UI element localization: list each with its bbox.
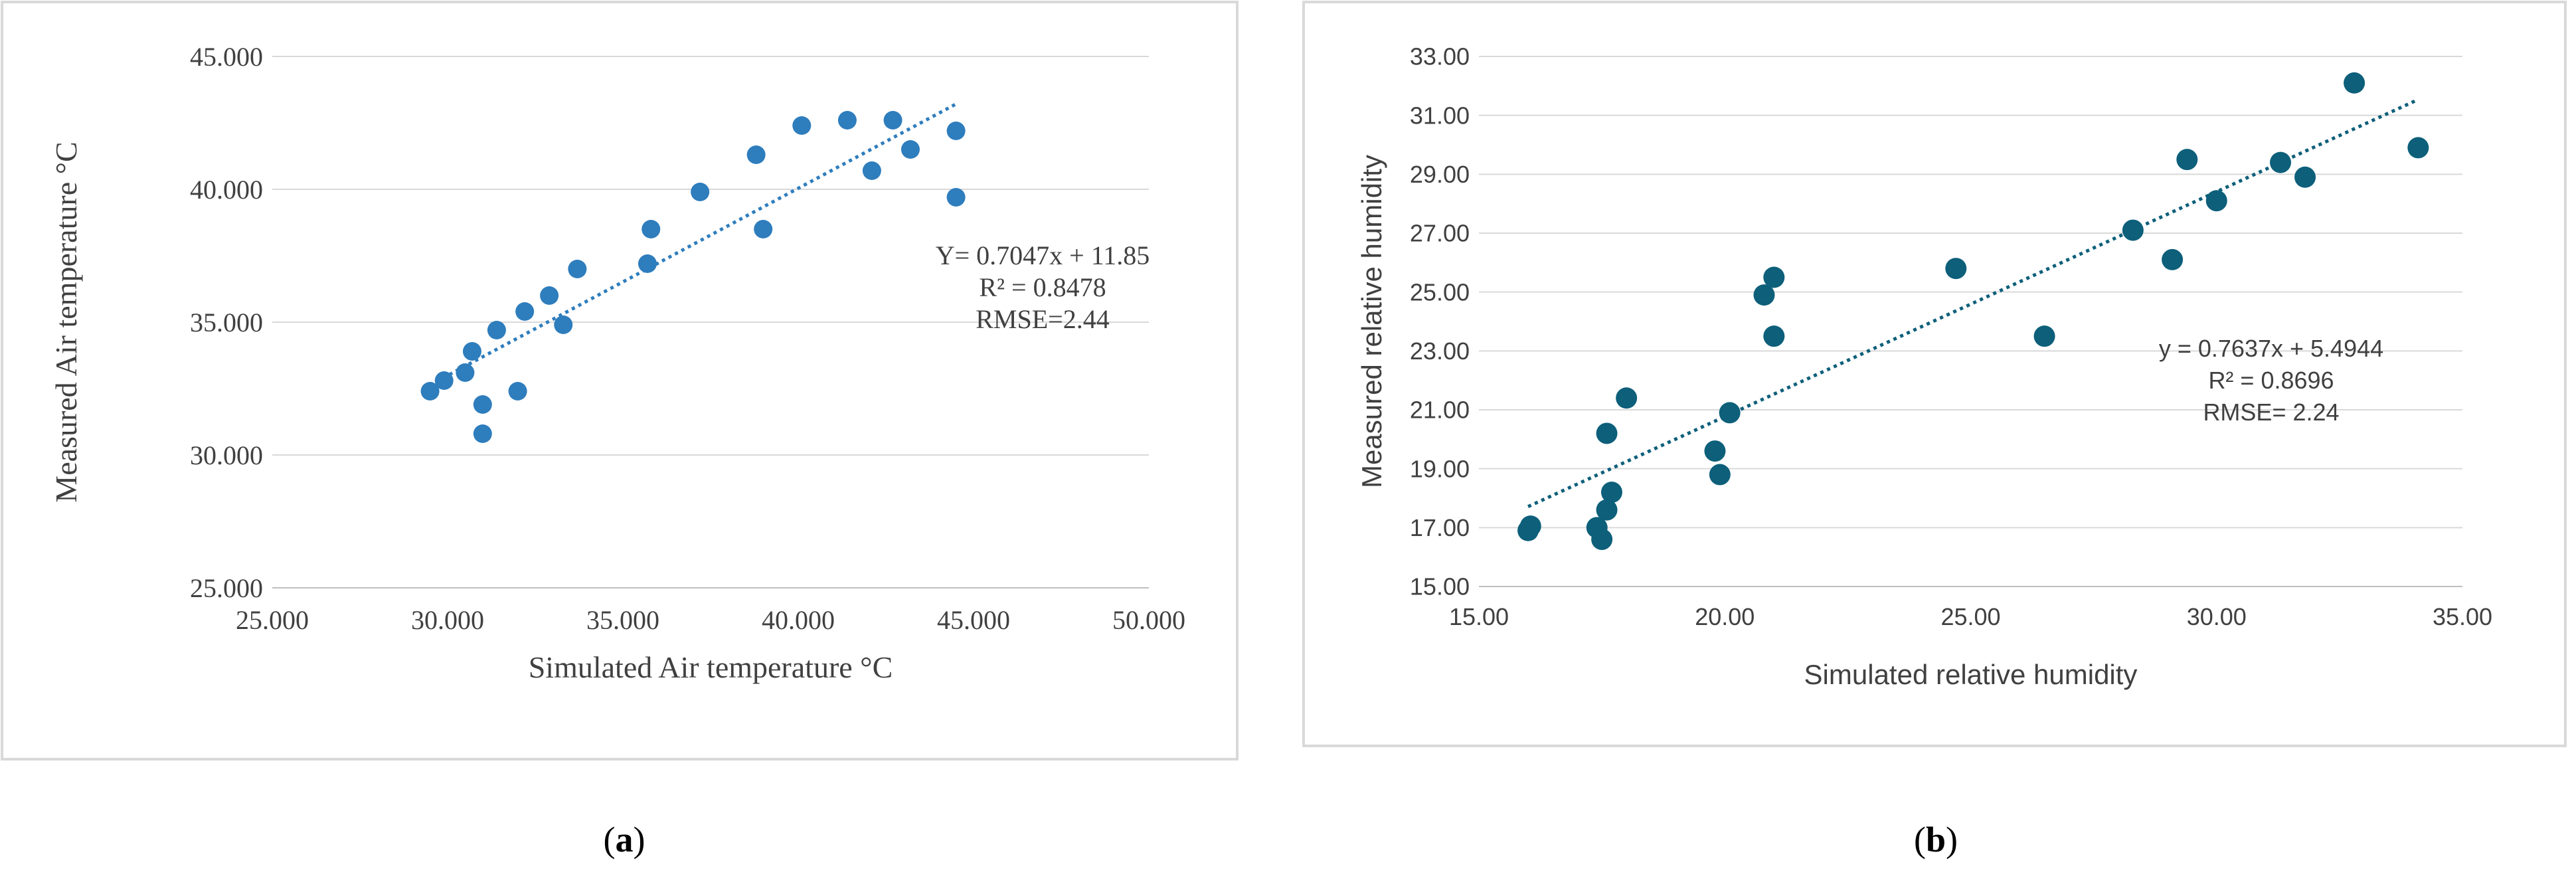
data-point: [691, 183, 710, 201]
data-point: [434, 371, 454, 390]
data-point: [1519, 515, 1541, 537]
data-point: [1945, 258, 1967, 280]
data-point: [862, 161, 881, 180]
regression-annotation-line: RMSE= 2.24: [2203, 399, 2339, 426]
y-tick-label: 25.000: [190, 573, 263, 603]
chart-frame: [1302, 1, 2567, 747]
data-point: [642, 220, 661, 238]
y-tick-label: 21.00: [1410, 397, 1470, 424]
y-tick-label: 23.00: [1410, 337, 1470, 365]
panel-letter: a: [616, 820, 634, 859]
data-point: [638, 254, 657, 273]
data-point: [1763, 266, 1785, 288]
data-point: [568, 260, 587, 278]
data-point: [1596, 499, 1618, 521]
x-tick-label: 40.000: [762, 605, 835, 635]
trendline: [1527, 98, 2419, 508]
data-point: [883, 111, 902, 130]
data-point: [473, 395, 492, 414]
y-tick-label: 25.00: [1410, 278, 1470, 306]
data-point: [540, 286, 559, 305]
y-tick-label: 40.000: [190, 175, 263, 205]
panel-label: (a): [604, 820, 645, 859]
data-point: [420, 382, 440, 401]
x-axis-title: Simulated relative humidity: [1804, 659, 2138, 690]
data-point: [946, 188, 966, 207]
y-tick-label: 33.00: [1410, 43, 1470, 70]
data-point: [837, 111, 857, 130]
data-point: [554, 315, 573, 334]
data-point: [1763, 325, 1785, 347]
panel-label: (b): [1914, 820, 1958, 859]
x-tick-label: 30.000: [411, 605, 484, 635]
data-point: [1596, 422, 1618, 444]
data-point: [1709, 464, 1731, 486]
data-point: [1600, 482, 1622, 503]
y-tick-label: 19.00: [1410, 455, 1470, 482]
y-axis-title: Measured relative humidity: [1356, 155, 1387, 488]
data-point: [792, 116, 812, 135]
trendline: [429, 102, 957, 387]
data-point: [946, 122, 966, 140]
data-point: [456, 363, 475, 382]
y-tick-label: 35.000: [190, 308, 263, 337]
y-tick-label: 30.000: [190, 440, 263, 470]
data-point: [2270, 151, 2292, 173]
regression-annotation-line: RMSE=2.44: [976, 304, 1109, 334]
regression-annotation-line: y = 0.7637x + 5.4944: [2159, 335, 2383, 362]
y-tick-label: 45.000: [190, 42, 263, 72]
scatter-chart-a: 25.000 30.000 35.000 40.000 45.000 25.000 30.0…: [1, 1, 1239, 859]
data-point: [1704, 440, 1726, 462]
data-point: [473, 424, 492, 443]
data-point: [2407, 137, 2429, 159]
chart-frame: [1, 1, 1239, 761]
data-point: [2176, 149, 2198, 171]
data-point: [2122, 219, 2144, 241]
data-point: [1719, 402, 1741, 424]
data-point: [462, 342, 481, 361]
regression-annotation-line: R² = 0.8696: [2208, 367, 2334, 394]
x-tick-label: 35.000: [586, 605, 659, 635]
scatter-chart-b: 15.00 17.00 19.00 21.00 23.00 25.00 27.00 29.00…: [1302, 1, 2567, 859]
x-tick-label: 45.000: [937, 605, 1010, 635]
data-point: [515, 302, 535, 321]
data-point: [901, 140, 920, 159]
data-point: [746, 145, 766, 164]
data-point: [1591, 529, 1613, 551]
y-tick-label: 17.00: [1410, 514, 1470, 541]
data-point: [2162, 248, 2184, 270]
data-point: [508, 382, 527, 401]
data-point: [2294, 166, 2316, 188]
regression-annotation-line: R² = 0.8478: [979, 272, 1106, 302]
data-point: [487, 321, 506, 339]
data-point: [1616, 387, 1638, 409]
y-tick-label: 27.00: [1410, 220, 1470, 247]
data-point: [2344, 72, 2365, 94]
chart-panel-a: 25.000 30.000 35.000 40.000 45.000 25.000 30.0…: [0, 0, 1262, 896]
chart-panel-b: 15.00 17.00 19.00 21.00 23.00 25.00 27.00 29.00…: [1302, 0, 2576, 896]
data-point: [2033, 325, 2055, 347]
x-tick-label: 35.00: [2433, 603, 2492, 630]
y-tick-label: 31.00: [1410, 102, 1470, 129]
y-tick-label: 15.00: [1410, 573, 1470, 600]
data-point: [1753, 284, 1775, 306]
x-tick-label: 25.000: [236, 605, 309, 635]
data-point: [754, 220, 773, 238]
y-tick-label: 29.00: [1410, 161, 1470, 188]
regression-annotation-line: Y= 0.7047x + 11.85: [936, 240, 1150, 270]
data-point: [2205, 190, 2227, 212]
panel-letter: b: [1926, 820, 1946, 859]
x-tick-label: 30.00: [2187, 603, 2247, 630]
x-tick-label: 20.00: [1695, 603, 1755, 630]
y-axis-title: Measured Air temperature °C: [49, 141, 83, 502]
x-tick-label: 25.00: [1940, 603, 2000, 630]
x-axis-title: Simulated Air temperature °C: [529, 650, 893, 684]
x-tick-label: 15.00: [1449, 603, 1509, 630]
x-tick-label: 50.000: [1112, 605, 1185, 635]
